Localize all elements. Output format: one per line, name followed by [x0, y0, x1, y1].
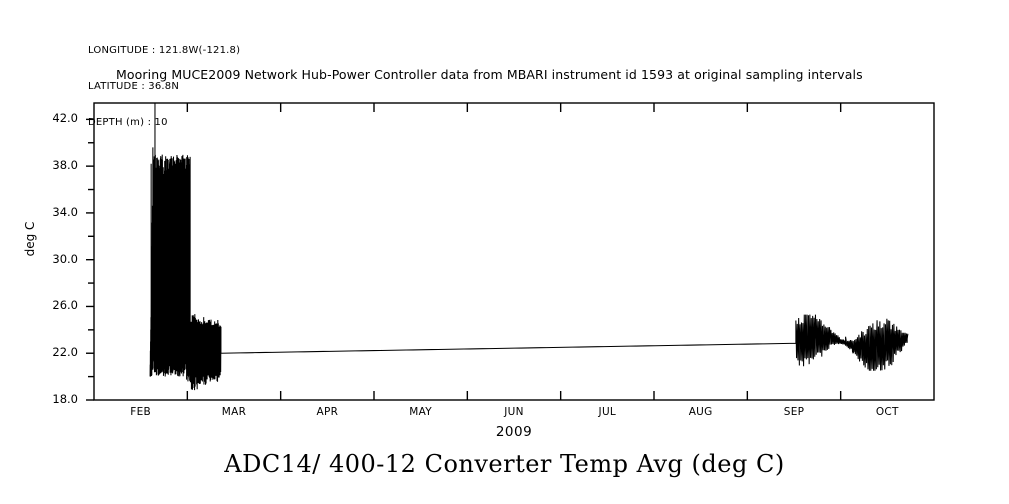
x-tick-label: MAY: [409, 406, 433, 418]
longitude-text: LONGITUDE : 121.8W(-121.8): [88, 45, 241, 56]
chart-subtitle: Mooring MUCE2009 Network Hub-Power Contr…: [116, 67, 863, 82]
latitude-text: LATITUDE : 36.8N: [88, 81, 180, 92]
x-axis-label: 2009: [495, 424, 533, 440]
y-tick-label: 34.0: [52, 204, 78, 219]
data-series-layer: [149, 103, 909, 391]
y-tick-label: 22.0: [52, 345, 78, 360]
temperature-series-line: [149, 103, 909, 391]
chart-title: ADC14/ 400-12 Converter Temp Avg (deg C): [224, 450, 785, 478]
x-axis-ticks: [186, 103, 842, 400]
x-tick-label: MAR: [221, 406, 247, 418]
x-tick-label: FEB: [130, 406, 152, 418]
y-tick-label: 18.0: [52, 392, 78, 406]
y-tick-label: 38.0: [52, 158, 78, 173]
y-axis-ticks: [86, 118, 94, 401]
y-tick-label: 30.0: [52, 251, 78, 266]
x-tick-label: JUL: [598, 406, 617, 418]
x-tick-label: OCT: [875, 406, 899, 418]
y-tick-label: 26.0: [52, 298, 78, 313]
y-tick-label: 42.0: [52, 111, 78, 126]
station-metadata: LONGITUDE : 121.8W(-121.8) LATITUDE : 36…: [88, 21, 240, 153]
x-tick-label: JUN: [504, 406, 524, 418]
x-tick-label: AUG: [688, 406, 713, 418]
x-tick-label: APR: [316, 406, 339, 418]
depth-text: DEPTH (m) : 10: [88, 117, 168, 128]
x-tick-label: SEP: [783, 406, 805, 418]
